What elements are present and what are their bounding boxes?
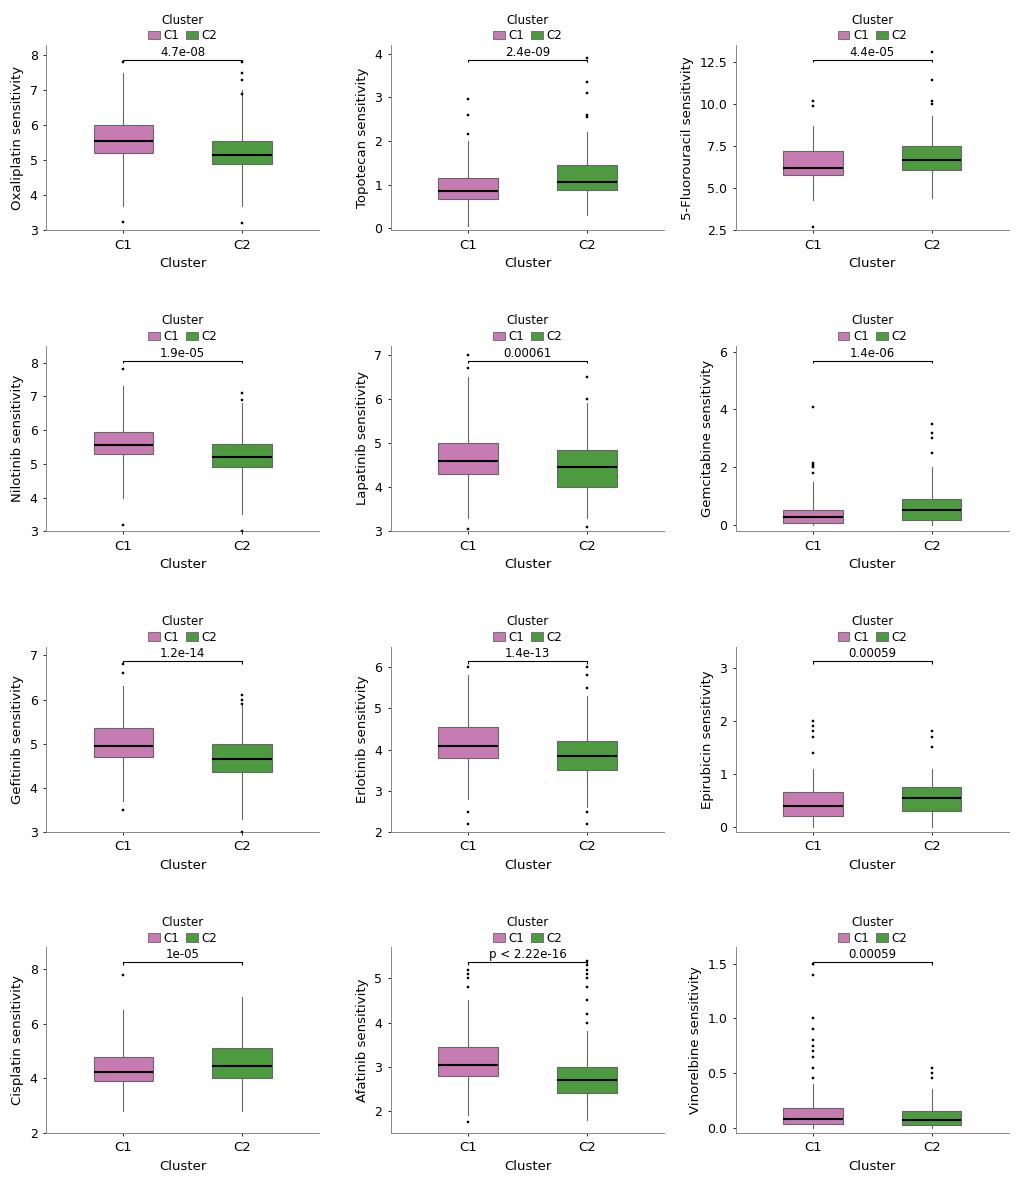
Bar — [438, 727, 497, 758]
Bar — [212, 141, 271, 163]
Bar — [212, 444, 271, 468]
Y-axis label: Gefitinib sensitivity: Gefitinib sensitivity — [11, 675, 24, 804]
Y-axis label: Afatinib sensitivity: Afatinib sensitivity — [356, 978, 369, 1102]
Bar — [212, 1048, 271, 1079]
Y-axis label: Nilotinib sensitivity: Nilotinib sensitivity — [11, 375, 24, 502]
Legend: C1, C2: C1, C2 — [492, 315, 561, 343]
Y-axis label: Gemcitabine sensitivity: Gemcitabine sensitivity — [700, 360, 713, 517]
Text: p < 2.22e-16: p < 2.22e-16 — [488, 948, 566, 961]
Y-axis label: Epirubicin sensitivity: Epirubicin sensitivity — [700, 670, 713, 809]
Bar — [212, 744, 271, 772]
Bar — [94, 1056, 153, 1081]
Y-axis label: Topotecan sensitivity: Topotecan sensitivity — [356, 67, 369, 208]
Y-axis label: 5-Fluorouracil sensitivity: 5-Fluorouracil sensitivity — [680, 56, 693, 219]
Bar — [438, 1047, 497, 1075]
X-axis label: Cluster: Cluster — [503, 257, 550, 270]
Text: 1.9e-05: 1.9e-05 — [160, 347, 205, 360]
Text: 4.7e-08: 4.7e-08 — [160, 46, 205, 59]
X-axis label: Cluster: Cluster — [848, 860, 895, 873]
Text: 1.4e-13: 1.4e-13 — [504, 648, 549, 661]
Text: 0.00059: 0.00059 — [848, 948, 896, 961]
Bar — [94, 728, 153, 757]
Bar — [901, 787, 961, 811]
Bar — [438, 443, 497, 474]
Bar — [901, 500, 961, 520]
Legend: C1, C2: C1, C2 — [837, 14, 906, 41]
Bar — [556, 450, 615, 487]
X-axis label: Cluster: Cluster — [503, 1160, 550, 1173]
Bar — [901, 146, 961, 169]
Bar — [783, 1108, 842, 1125]
Y-axis label: Erlotinib sensitivity: Erlotinib sensitivity — [356, 676, 369, 803]
Legend: C1, C2: C1, C2 — [148, 315, 217, 343]
Bar — [94, 432, 153, 453]
Text: 1.4e-06: 1.4e-06 — [849, 347, 894, 360]
Bar — [438, 178, 497, 199]
Text: 1e-05: 1e-05 — [165, 948, 200, 961]
Text: 0.00059: 0.00059 — [848, 648, 896, 661]
Bar — [94, 126, 153, 154]
X-axis label: Cluster: Cluster — [848, 257, 895, 270]
Y-axis label: Cisplatin sensitivity: Cisplatin sensitivity — [11, 976, 24, 1105]
Bar — [901, 1111, 961, 1125]
Bar — [783, 792, 842, 816]
Legend: C1, C2: C1, C2 — [837, 616, 906, 644]
Text: 4.4e-05: 4.4e-05 — [849, 46, 894, 59]
Bar — [556, 165, 615, 189]
Legend: C1, C2: C1, C2 — [492, 616, 561, 644]
X-axis label: Cluster: Cluster — [503, 860, 550, 873]
Bar — [556, 1067, 615, 1093]
Y-axis label: Vinorelbine sensitivity: Vinorelbine sensitivity — [688, 966, 701, 1114]
Legend: C1, C2: C1, C2 — [148, 616, 217, 644]
X-axis label: Cluster: Cluster — [848, 1160, 895, 1173]
X-axis label: Cluster: Cluster — [159, 860, 206, 873]
X-axis label: Cluster: Cluster — [503, 558, 550, 571]
X-axis label: Cluster: Cluster — [159, 1160, 206, 1173]
X-axis label: Cluster: Cluster — [848, 558, 895, 571]
Y-axis label: Oxaliplatin sensitivity: Oxaliplatin sensitivity — [11, 65, 24, 210]
Legend: C1, C2: C1, C2 — [492, 14, 561, 41]
Y-axis label: Lapatinib sensitivity: Lapatinib sensitivity — [356, 372, 369, 506]
Legend: C1, C2: C1, C2 — [148, 916, 217, 945]
Text: 2.4e-09: 2.4e-09 — [504, 46, 549, 59]
X-axis label: Cluster: Cluster — [159, 558, 206, 571]
Legend: C1, C2: C1, C2 — [492, 916, 561, 945]
Bar — [783, 509, 842, 522]
Bar — [783, 152, 842, 175]
Text: 1.2e-14: 1.2e-14 — [160, 648, 205, 661]
Text: 0.00061: 0.00061 — [502, 347, 551, 360]
Legend: C1, C2: C1, C2 — [148, 14, 217, 41]
Bar — [556, 741, 615, 771]
Legend: C1, C2: C1, C2 — [837, 916, 906, 945]
Legend: C1, C2: C1, C2 — [837, 315, 906, 343]
X-axis label: Cluster: Cluster — [159, 257, 206, 270]
